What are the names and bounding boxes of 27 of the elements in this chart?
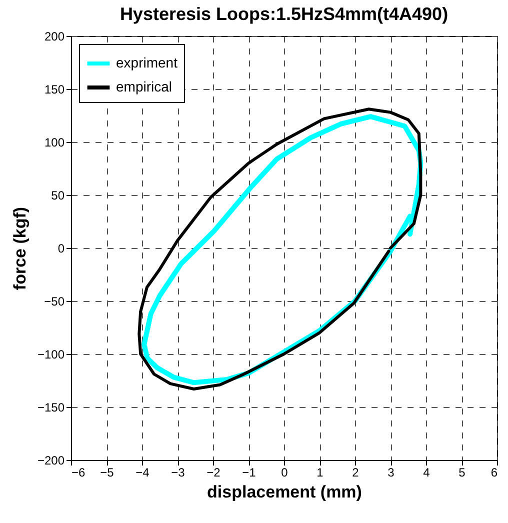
x-tick-label: −1 <box>242 466 256 480</box>
x-tick-label: 3 <box>388 466 395 480</box>
x-tick-label: 0 <box>281 466 288 480</box>
y-tick-label: 0 <box>58 242 65 256</box>
chart-title: Hysteresis Loops:1.5HzS4mm(t4A490) <box>120 4 448 24</box>
y-axis-title: force (kgf) <box>10 206 30 290</box>
x-axis-title: displacement (mm) <box>207 482 362 502</box>
x-tick-label: 2 <box>352 466 360 480</box>
x-tick-label: −6 <box>72 466 86 480</box>
x-tick-label: 1 <box>316 466 324 480</box>
x-tick-label: −5 <box>100 466 114 480</box>
x-tick-label: −2 <box>206 466 221 480</box>
legend-label: empirical <box>116 78 172 94</box>
y-tick-label: 50 <box>51 188 65 202</box>
x-tick-label: 4 <box>423 466 430 480</box>
y-tick-label: 150 <box>44 82 65 96</box>
y-tick-label: −100 <box>37 348 65 362</box>
y-tick-label: −50 <box>44 294 65 308</box>
y-tick-label: 200 <box>44 30 65 44</box>
y-tick-label: −200 <box>37 454 65 468</box>
y-tick-label: −150 <box>37 400 65 414</box>
x-tick-label: −4 <box>136 466 150 480</box>
legend-label: expriment <box>116 54 178 70</box>
x-tick-label: −3 <box>171 466 186 480</box>
y-tick-label: 100 <box>44 136 65 150</box>
x-tick-label: 5 <box>458 466 466 480</box>
x-tick-label: 6 <box>490 466 498 480</box>
